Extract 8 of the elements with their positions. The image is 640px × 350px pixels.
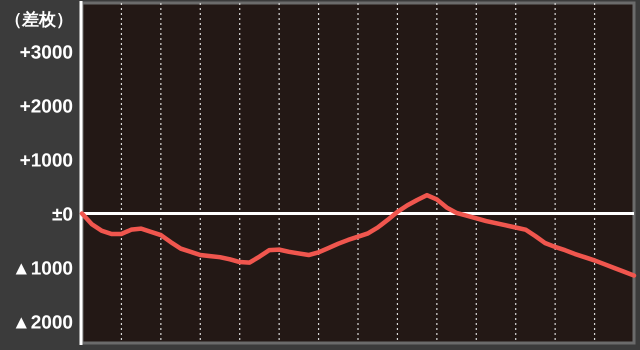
y-tick-label: ▲2000 [12, 312, 73, 334]
y-tick-label: ▲1000 [12, 258, 73, 280]
y-axis-title: （差枚） [5, 10, 73, 29]
line-series [80, 192, 636, 278]
y-tick-label: +2000 [20, 96, 73, 118]
y-tick-label: +3000 [20, 42, 73, 64]
y-tick-label: +1000 [20, 150, 73, 172]
y-tick-label: ±0 [52, 204, 73, 226]
